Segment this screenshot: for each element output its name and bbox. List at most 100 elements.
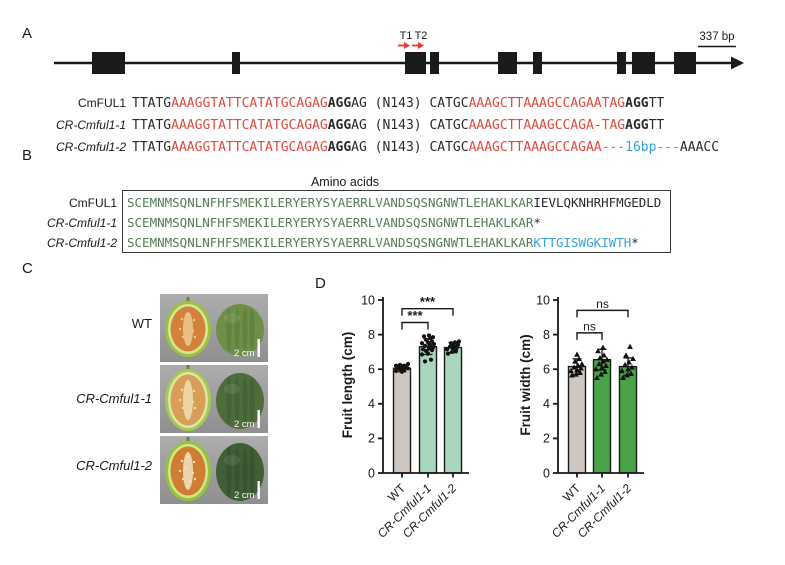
y-tick-label: 4 xyxy=(543,397,550,411)
photo-scale-bar xyxy=(257,481,260,499)
photo-label-WT: WT xyxy=(131,316,152,331)
sequence-segment: AAAGCTTAAAGCCAGAATAG xyxy=(468,96,626,111)
protein-row-CR-Cmful1-2: CR-Cmful1-2 SCEMNMSQNLNFHFSMEKILERYERYSYA… xyxy=(0,235,639,251)
dna-row-CR-Cmful1-2: CR-Cmful1-2 TTATGAAAGGTATTCATATGCAGAGAGGA… xyxy=(0,140,719,155)
y-tick-label: 0 xyxy=(368,466,375,480)
cut-melon-illustration xyxy=(165,297,211,357)
target-t1-label: T1 xyxy=(400,30,413,42)
sequence-segment: AGG xyxy=(625,96,649,111)
data-points-WT xyxy=(393,361,411,374)
axes xyxy=(378,297,469,478)
y-tick-label: 2 xyxy=(368,432,375,446)
axes xyxy=(553,297,644,478)
protein-sequence: SCEMNMSQNLNFHFSMEKILERYERYSYAERRLVANDSQS… xyxy=(127,195,661,210)
exon-5 xyxy=(498,52,517,74)
y-tick-label: 6 xyxy=(543,363,550,377)
bar-CR-Cmful1-2 xyxy=(618,365,638,474)
significance-label: ns xyxy=(596,297,609,311)
sequence-segment: SCEMNMSQNLNFHFSMEKILERYERYSYAERRLVANDSQS… xyxy=(127,215,534,230)
protein-alignment-title: Amino acids xyxy=(310,175,380,189)
exon-4 xyxy=(430,52,439,74)
photo-scale-bar xyxy=(257,410,260,428)
protein-sequence: SCEMNMSQNLNFHFSMEKILERYERYSYAERRLVANDSQS… xyxy=(127,215,541,230)
bar-WT xyxy=(567,365,587,474)
gene-arrowhead xyxy=(731,56,744,70)
sequence-segment: ---16bp--- xyxy=(601,140,680,155)
whole-melon-illustration xyxy=(216,373,264,429)
fruit-photo-CR-Cmful1-2: 2 cm xyxy=(160,436,268,504)
protein-row-label: CmFUL1 xyxy=(68,196,117,210)
y-tick-label: 8 xyxy=(368,328,375,342)
exon-9 xyxy=(674,52,696,74)
exon-3 xyxy=(405,52,426,74)
fruit-photo-CR-Cmful1-1: 2 cm xyxy=(160,365,268,433)
data-points-CR-Cmful1-2 xyxy=(444,339,462,356)
dna-row-CR-Cmful1-1: CR-Cmful1-1 TTATGAAAGGTATTCATATGCAGAGAGGA… xyxy=(0,118,664,133)
sequence-segment: AAACC xyxy=(679,140,720,155)
sequence-segment: IEVLQKNHRHFMGEDLD xyxy=(533,195,662,210)
protein-sequence: SCEMNMSQNLNFHFSMEKILERYERYSYAERRLVANDSQS… xyxy=(127,235,639,250)
sequence-segment: AAAGCTTAAAGCCAGAA xyxy=(468,140,602,155)
y-tick-label: 10 xyxy=(361,293,375,307)
panel-c-label: C xyxy=(22,260,34,277)
panel-b-label: B xyxy=(22,147,33,164)
sequence-segment: AG (N143) CATGC xyxy=(351,140,469,155)
exon-2 xyxy=(232,52,240,74)
sequence-segment: TTATG xyxy=(132,140,172,155)
dna-row-label: CR-Cmful1-1 xyxy=(55,118,126,132)
protein-row-label: CR-Cmful1-1 xyxy=(46,216,117,230)
sequence-segment: * xyxy=(631,235,639,250)
photo-scale-label: 2 cm xyxy=(234,490,255,501)
sequence-segment: AG (N143) CATGC xyxy=(351,118,469,133)
photo-label-CR-Cmful1-1: CR-Cmful1-1 xyxy=(76,391,152,406)
exon-8 xyxy=(632,52,655,74)
significance-bracket xyxy=(576,309,629,318)
protein-row-label: CR-Cmful1-2 xyxy=(46,236,117,250)
y-tick-label: 0 xyxy=(543,466,550,480)
dna-row-label: CmFUL1 xyxy=(77,96,126,110)
sequence-segment: AGG xyxy=(327,140,352,155)
significance-label: *** xyxy=(420,294,436,309)
whole-melon-illustration xyxy=(216,443,264,501)
dna-sequence: TTATGAAAGGTATTCATATGCAGAGAGGAG (N143) CA… xyxy=(132,140,719,155)
sequence-segment: AAAGGTATTCATATGCAGAG xyxy=(171,118,328,133)
exon-6 xyxy=(533,52,542,74)
y-axis-title: Fruit length (cm) xyxy=(340,332,355,439)
bar-CR-Cmful1-1 xyxy=(418,346,438,474)
data-points-CR-Cmful1-1 xyxy=(419,333,437,364)
protein-row-CmFUL1: CmFUL1 SCEMNMSQNLNFHFSMEKILERYERYSYAERRLV… xyxy=(0,195,661,211)
sequence-segment: SCEMNMSQNLNFHFSMEKILERYERYSYAERRLVANDSQS… xyxy=(127,195,534,210)
significance-label: *** xyxy=(407,308,423,323)
gene-structure-diagram: T1 T2 337 bp xyxy=(54,30,744,74)
y-tick-label: 6 xyxy=(368,363,375,377)
target-t1-arrowhead xyxy=(404,42,410,49)
sequence-segment: AAAGCTTAAAGCCAGA-TAG xyxy=(468,118,626,133)
y-axis-title: Fruit width (cm) xyxy=(518,334,533,435)
significance-bracket xyxy=(401,321,429,330)
photo-scale-bar xyxy=(257,339,260,357)
photo-scale-label: 2 cm xyxy=(234,348,255,359)
significance-bracket xyxy=(401,307,454,316)
data-points-WT xyxy=(568,351,585,378)
sequence-segment: SCEMNMSQNLNFHFSMEKILERYERYSYAERRLVANDSQS… xyxy=(127,235,534,250)
sequence-segment: AGG xyxy=(327,118,352,133)
y-tick-label: 10 xyxy=(536,293,550,307)
data-points-CR-Cmful1-2 xyxy=(619,343,636,381)
sequence-segment: KTTGISWGKIWTH xyxy=(533,235,632,250)
target-t2-label: T2 xyxy=(415,30,428,42)
sequence-segment: AGG xyxy=(625,118,649,133)
target-t2-arrowhead xyxy=(418,42,424,49)
y-tick-label: 8 xyxy=(543,328,550,342)
sequence-segment: AAAGGTATTCATATGCAGAG xyxy=(171,96,328,111)
sequence-segment: AAAGGTATTCATATGCAGAG xyxy=(171,140,328,155)
dna-row-label: CR-Cmful1-2 xyxy=(55,140,126,154)
sequence-segment: TTATG xyxy=(132,118,172,133)
data-points-CR-Cmful1-1 xyxy=(593,344,610,381)
scale-bar-label: 337 bp xyxy=(699,31,734,43)
sequence-segment: TT xyxy=(648,118,665,133)
significance-label: ns xyxy=(583,319,596,333)
